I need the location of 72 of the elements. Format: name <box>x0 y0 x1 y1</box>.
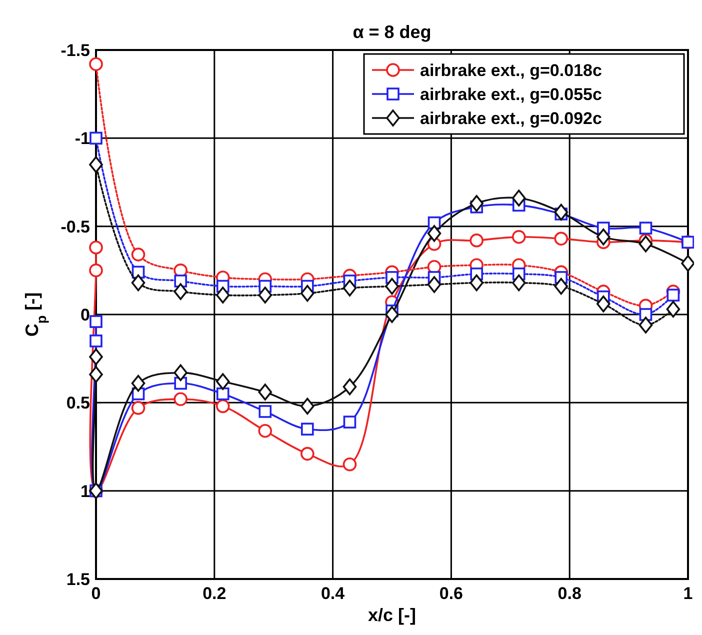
point <box>90 334 102 348</box>
point <box>554 278 568 295</box>
legend-label: airbrake ext., g=0.018c <box>420 61 602 80</box>
x-tick-label: 0.4 <box>320 584 346 603</box>
x-tick-label: 0.6 <box>439 584 464 603</box>
y-tick-label: 1 <box>80 482 90 501</box>
point <box>385 306 399 323</box>
point <box>90 132 102 145</box>
point <box>300 398 314 415</box>
y-tick-label: -1.5 <box>60 41 90 60</box>
point <box>342 280 357 296</box>
x-axis-title: x/c [-] <box>368 605 416 625</box>
point <box>300 446 314 461</box>
y-tick-label: 0.5 <box>66 394 90 413</box>
point <box>470 274 484 292</box>
point <box>596 296 610 312</box>
legend-label: airbrake ext., g=0.092c <box>420 109 602 128</box>
point <box>470 234 484 248</box>
point <box>638 236 653 252</box>
y-tick-label: 1.5 <box>66 570 90 589</box>
x-tick-label: 0.2 <box>202 584 226 603</box>
point <box>216 387 230 400</box>
point <box>131 248 146 262</box>
point <box>301 422 314 436</box>
point <box>512 190 526 207</box>
x-tick-label: 1 <box>683 584 693 603</box>
point <box>666 288 680 302</box>
point <box>174 392 188 406</box>
point <box>300 284 314 302</box>
point <box>681 254 694 272</box>
y-tick-label: 0 <box>80 306 90 324</box>
point <box>89 156 103 174</box>
point <box>89 348 103 366</box>
y-tick-label: -0.5 <box>60 217 90 236</box>
legend-label: airbrake ext., g=0.055c <box>420 85 602 104</box>
point <box>89 240 103 254</box>
point <box>131 374 146 392</box>
point <box>131 274 146 292</box>
point <box>596 228 610 246</box>
point <box>216 286 230 304</box>
chart-title: α = 8 deg <box>352 22 432 42</box>
point <box>174 376 187 390</box>
point <box>342 457 357 472</box>
point <box>258 286 272 304</box>
y-tick-label: -1 <box>74 129 90 148</box>
point <box>216 373 230 390</box>
point <box>89 366 103 383</box>
point <box>554 232 568 246</box>
point <box>174 364 188 382</box>
point <box>666 300 680 318</box>
point <box>258 424 272 438</box>
point <box>639 222 652 234</box>
point <box>512 274 526 292</box>
point <box>174 274 187 288</box>
point <box>512 230 526 244</box>
point <box>174 283 188 300</box>
point <box>258 405 272 418</box>
point <box>427 224 442 242</box>
point <box>89 57 103 72</box>
point <box>385 278 399 295</box>
point <box>342 378 357 396</box>
point <box>89 264 103 278</box>
point <box>427 276 442 293</box>
point <box>90 315 102 328</box>
point <box>258 384 272 400</box>
x-tick-label: 0.8 <box>558 584 582 603</box>
point <box>216 399 230 414</box>
point <box>131 401 146 415</box>
point <box>554 204 568 221</box>
point <box>343 416 356 428</box>
point <box>470 195 484 212</box>
point <box>638 316 653 334</box>
